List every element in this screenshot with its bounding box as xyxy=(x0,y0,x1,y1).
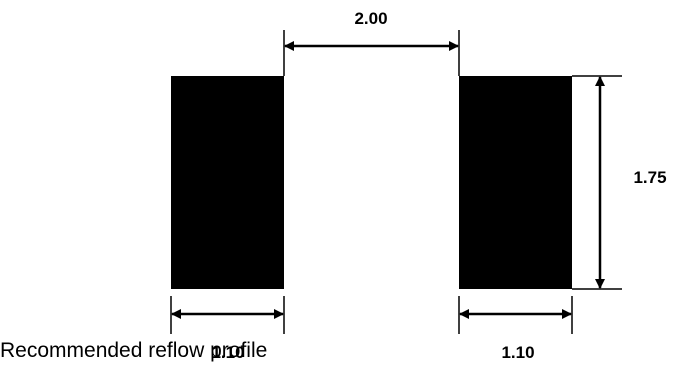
left-pad xyxy=(171,76,284,289)
height-dimension: 1.75 xyxy=(572,75,667,290)
right-width-dimension: 1.10 xyxy=(458,296,573,362)
gap-label: 2.00 xyxy=(354,9,387,28)
caption: Recommended reflow profile xyxy=(0,339,268,362)
left-width-label: 1.10 xyxy=(211,343,244,362)
left-width-dimension: 1.10 xyxy=(170,296,285,362)
right-width-label: 1.10 xyxy=(501,343,534,362)
right-pad xyxy=(459,76,572,289)
gap-dimension: 2.00 xyxy=(283,9,460,76)
height-label: 1.75 xyxy=(633,168,666,187)
